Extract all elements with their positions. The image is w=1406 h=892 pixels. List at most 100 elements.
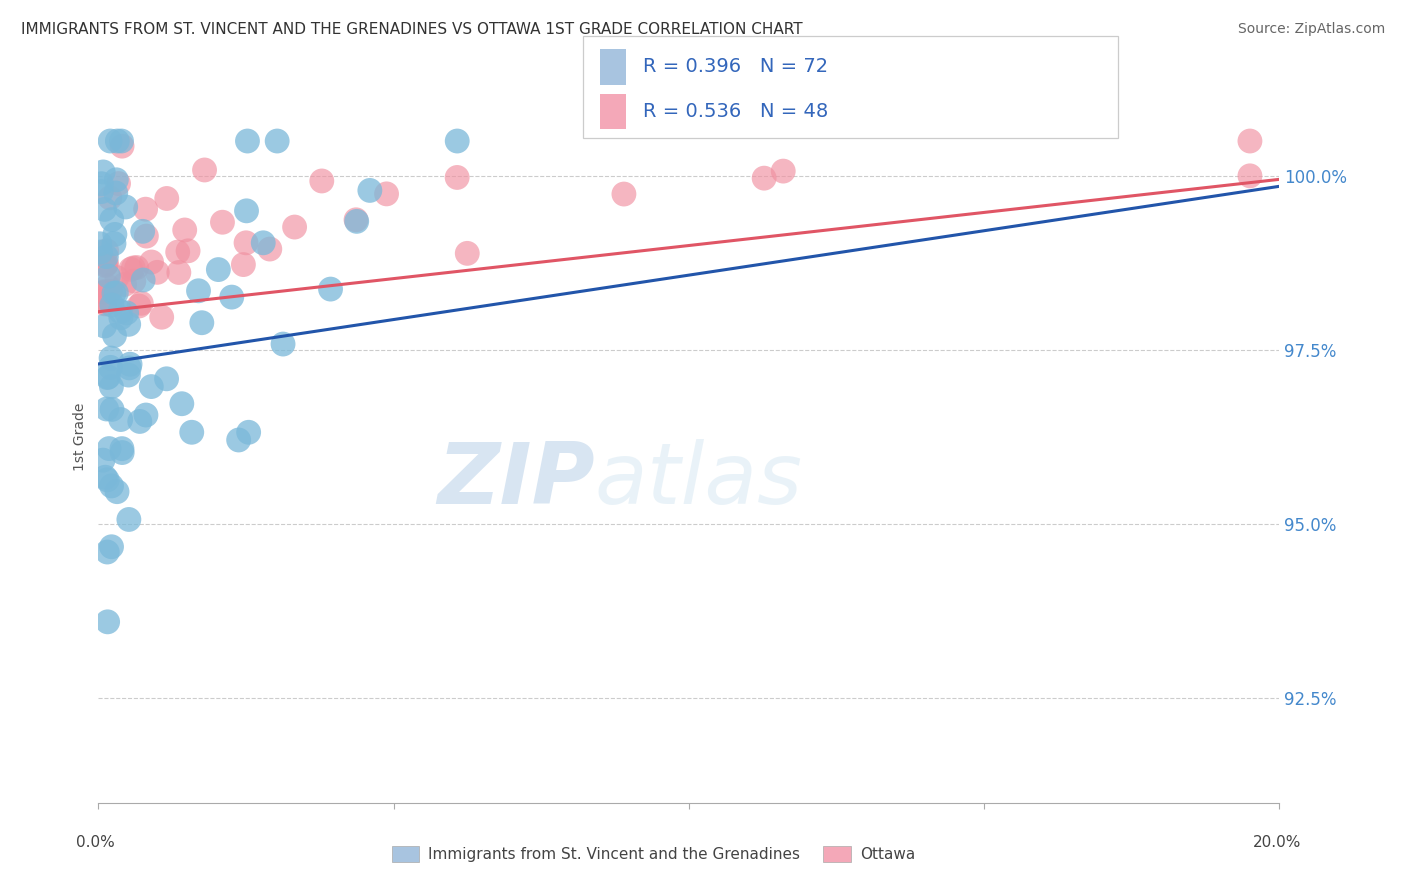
Point xyxy=(167,265,190,279)
Point xyxy=(120,262,142,277)
Point xyxy=(93,319,115,334)
Point xyxy=(105,285,128,300)
Point xyxy=(211,215,233,229)
Point xyxy=(98,442,121,456)
Legend: Immigrants from St. Vincent and the Grenadines, Ottawa: Immigrants from St. Vincent and the Gren… xyxy=(385,840,921,868)
Point xyxy=(103,328,125,343)
Point xyxy=(446,170,468,185)
Point xyxy=(166,245,188,260)
Point xyxy=(772,164,794,178)
Point xyxy=(90,177,112,191)
Point xyxy=(235,235,257,250)
Point xyxy=(236,134,259,148)
Point xyxy=(111,139,134,153)
Point xyxy=(110,134,132,148)
Point xyxy=(613,187,636,202)
Point xyxy=(118,318,141,332)
Point xyxy=(118,360,141,375)
Point xyxy=(180,425,202,440)
Point xyxy=(131,296,153,310)
Point xyxy=(110,310,132,325)
Point xyxy=(100,212,122,227)
Point xyxy=(135,408,157,422)
Point xyxy=(235,203,257,218)
Point xyxy=(98,134,121,148)
Point xyxy=(114,200,136,214)
Point xyxy=(111,445,134,459)
Text: 0.0%: 0.0% xyxy=(76,836,115,850)
Point xyxy=(187,284,209,298)
Point xyxy=(1239,169,1261,183)
Point xyxy=(96,244,118,258)
Text: atlas: atlas xyxy=(595,440,803,523)
Point xyxy=(135,229,157,244)
Point xyxy=(146,265,169,279)
Point xyxy=(97,269,120,284)
Point xyxy=(96,545,118,559)
Point xyxy=(252,235,274,250)
Point xyxy=(100,380,122,394)
Point xyxy=(150,310,173,325)
Point xyxy=(155,372,177,386)
Point xyxy=(98,191,121,205)
Point xyxy=(228,433,250,447)
Point xyxy=(456,246,478,260)
Text: R = 0.396   N = 72: R = 0.396 N = 72 xyxy=(643,57,828,77)
Point xyxy=(90,185,112,199)
Text: ZIP: ZIP xyxy=(437,440,595,523)
Point xyxy=(284,220,307,235)
Point xyxy=(97,279,120,293)
Point xyxy=(259,242,281,256)
Point xyxy=(103,236,125,251)
Point xyxy=(446,134,468,148)
Point xyxy=(105,484,128,499)
Point xyxy=(97,615,120,629)
Point xyxy=(131,224,153,238)
Point xyxy=(97,370,120,384)
Point xyxy=(125,260,148,275)
Point xyxy=(91,165,114,179)
Text: 20.0%: 20.0% xyxy=(1253,836,1301,850)
Point xyxy=(122,260,145,275)
Text: R = 0.536   N = 48: R = 0.536 N = 48 xyxy=(643,102,828,121)
Point xyxy=(94,296,117,310)
Point xyxy=(359,183,381,197)
Point xyxy=(96,250,118,264)
Point xyxy=(111,442,134,456)
Point xyxy=(156,192,179,206)
Point xyxy=(128,299,150,313)
Point xyxy=(193,163,215,178)
Point xyxy=(89,236,111,251)
Point xyxy=(128,414,150,428)
Point xyxy=(93,285,115,300)
Point xyxy=(135,202,157,217)
Point xyxy=(98,285,121,299)
Point xyxy=(173,223,195,237)
Point xyxy=(207,262,229,277)
Point xyxy=(107,177,129,191)
Point xyxy=(94,258,117,272)
Point xyxy=(311,174,333,188)
Point xyxy=(238,425,260,440)
Point xyxy=(103,286,125,301)
Point xyxy=(96,370,118,384)
Point xyxy=(120,357,142,371)
Point xyxy=(105,173,128,187)
Point xyxy=(346,214,368,228)
Point xyxy=(90,293,112,308)
Point xyxy=(191,316,214,330)
Point xyxy=(319,282,342,296)
Text: Source: ZipAtlas.com: Source: ZipAtlas.com xyxy=(1237,22,1385,37)
Point xyxy=(105,270,128,285)
Point xyxy=(101,402,124,417)
Point xyxy=(115,306,138,320)
Point xyxy=(94,259,117,273)
Point xyxy=(91,453,114,467)
Point xyxy=(100,540,122,554)
Point xyxy=(104,186,127,200)
Point xyxy=(104,227,127,242)
Point xyxy=(110,304,132,318)
Point xyxy=(232,258,254,272)
Point xyxy=(96,257,118,271)
Point xyxy=(177,244,200,258)
